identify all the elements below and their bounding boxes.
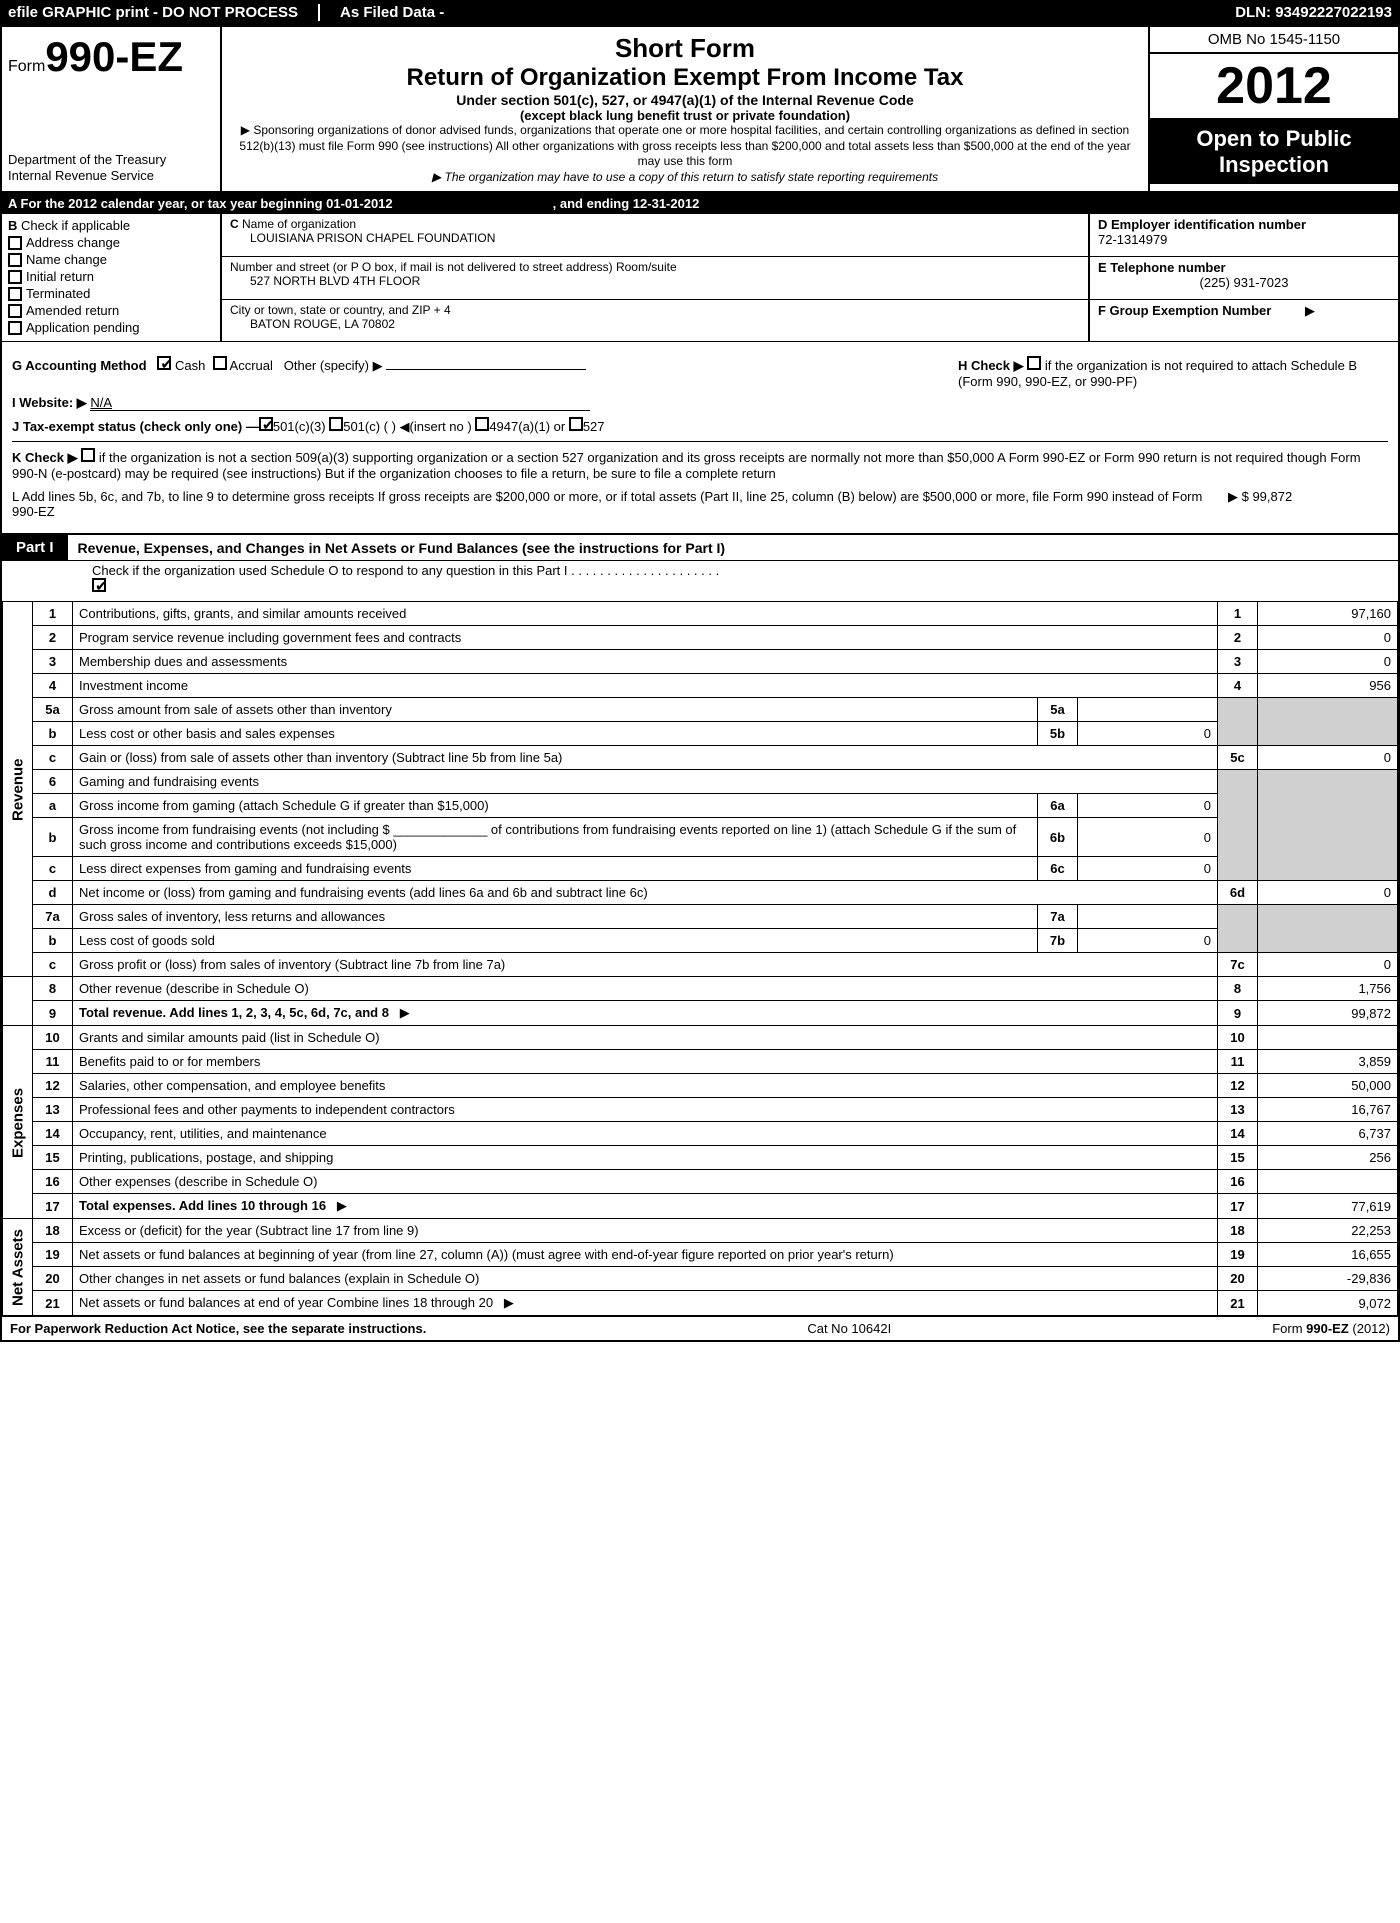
checkbox-h[interactable] xyxy=(1027,356,1041,370)
top-bar: efile GRAPHIC print - DO NOT PROCESS As … xyxy=(0,0,1400,25)
checkbox-schedule-o[interactable] xyxy=(92,578,106,592)
checkbox-501c[interactable] xyxy=(329,417,343,431)
j-4947: 4947(a)(1) or xyxy=(489,419,565,434)
section-bc: B Check if applicable Address change Nam… xyxy=(2,214,1398,342)
col-def: D Employer identification number 72-1314… xyxy=(1088,214,1398,341)
row-a-left: A For the 2012 calendar year, or tax yea… xyxy=(8,196,393,211)
b-item-0: Address change xyxy=(26,235,120,250)
part-1-tag: Part I xyxy=(2,535,68,560)
b-item-4: Amended return xyxy=(26,303,119,318)
l-value: ▶ $ 99,872 xyxy=(1228,489,1292,504)
header-note2: ▶ The organization may have to use a cop… xyxy=(232,170,1138,186)
f-arrow: ▶ xyxy=(1305,303,1315,318)
g-cash: Cash xyxy=(175,358,205,373)
b-header: Check if applicable xyxy=(21,218,130,233)
b-item-3: Terminated xyxy=(26,286,90,301)
omb-number: OMB No 1545-1150 xyxy=(1150,27,1398,54)
g-label: G Accounting Method xyxy=(12,358,147,373)
open-inspection: Open to Public Inspection xyxy=(1150,120,1398,184)
checkbox-address-change[interactable] xyxy=(8,236,22,250)
checkbox-pending[interactable] xyxy=(8,321,22,335)
form-prefix: Form xyxy=(8,58,45,75)
tax-year: 2012 xyxy=(1150,54,1398,120)
checkbox-cash[interactable] xyxy=(157,356,171,370)
side-expenses: Expenses xyxy=(3,1026,33,1219)
form-wrap: Form990-EZ Department of the Treasury In… xyxy=(0,25,1400,1342)
dept-irs: Internal Revenue Service xyxy=(8,168,214,185)
d-label: D Employer identification number xyxy=(1098,217,1306,232)
form-number: 990-EZ xyxy=(45,33,183,80)
c-name-label: Name of organization xyxy=(242,217,356,231)
checkbox-amended[interactable] xyxy=(8,304,22,318)
b-item-1: Name change xyxy=(26,252,107,267)
side-net-assets: Net Assets xyxy=(3,1219,33,1316)
org-street: 527 NORTH BLVD 4TH FLOOR xyxy=(230,274,420,288)
header-mid: Short Form Return of Organization Exempt… xyxy=(222,27,1148,191)
side-revenue: Revenue xyxy=(3,602,33,977)
short-form-title: Short Form xyxy=(232,33,1138,64)
efile-label: efile GRAPHIC print - DO NOT PROCESS xyxy=(8,4,320,21)
footer: For Paperwork Reduction Act Notice, see … xyxy=(2,1316,1398,1340)
k-text: if the organization is not a section 509… xyxy=(12,450,1361,481)
part-1-header: Part I Revenue, Expenses, and Changes in… xyxy=(2,533,1398,561)
telephone: (225) 931-7023 xyxy=(1098,275,1390,290)
dln-label: DLN: 93492227022193 xyxy=(1235,4,1392,21)
subtitle2: (except black lung benefit trust or priv… xyxy=(232,108,1138,123)
checkbox-terminated[interactable] xyxy=(8,287,22,301)
footer-left: For Paperwork Reduction Act Notice, see … xyxy=(10,1321,426,1336)
col-c: C Name of organization LOUISIANA PRISON … xyxy=(222,214,1398,341)
part-1-sub: Check if the organization used Schedule … xyxy=(2,561,1398,601)
h-label: H Check ▶ xyxy=(958,358,1024,373)
header-note1: ▶ Sponsoring organizations of donor advi… xyxy=(232,123,1138,170)
website: N/A xyxy=(90,395,590,411)
header-right: OMB No 1545-1150 2012 Open to Public Ins… xyxy=(1148,27,1398,191)
header-row: Form990-EZ Department of the Treasury In… xyxy=(2,27,1398,193)
c-street-label: Number and street (or P O box, if mail i… xyxy=(230,260,677,274)
g-other: Other (specify) ▶ xyxy=(284,358,383,373)
j-label: J Tax-exempt status (check only one) — xyxy=(12,419,259,434)
b-item-2: Initial return xyxy=(26,269,94,284)
footer-mid: Cat No 10642I xyxy=(807,1321,891,1336)
j-527: 527 xyxy=(583,419,605,434)
b-letter: B xyxy=(8,218,17,233)
c-letter: C xyxy=(230,217,239,231)
dept-treasury: Department of the Treasury xyxy=(8,152,214,169)
ein: 72-1314979 xyxy=(1098,232,1167,247)
f-label: F Group Exemption Number xyxy=(1098,303,1271,318)
main-title: Return of Organization Exempt From Incom… xyxy=(232,64,1138,92)
asfiled-label: As Filed Data - xyxy=(340,4,444,21)
checkbox-4947[interactable] xyxy=(475,417,489,431)
g-accrual: Accrual xyxy=(230,358,273,373)
b-item-5: Application pending xyxy=(26,320,139,335)
part-1-title: Revenue, Expenses, and Changes in Net As… xyxy=(68,536,736,560)
mid-section: G Accounting Method Cash Accrual Other (… xyxy=(2,342,1398,533)
checkbox-k[interactable] xyxy=(81,448,95,462)
col-b: B Check if applicable Address change Nam… xyxy=(2,214,222,341)
k-label: K Check ▶ xyxy=(12,450,78,465)
row-a: A For the 2012 calendar year, or tax yea… xyxy=(2,193,1398,214)
j-501c3: 501(c)(3) xyxy=(273,419,326,434)
subtitle: Under section 501(c), 527, or 4947(a)(1)… xyxy=(232,92,1138,108)
e-label: E Telephone number xyxy=(1098,260,1226,275)
checkbox-accrual[interactable] xyxy=(213,356,227,370)
c-city-label: City or town, state or country, and ZIP … xyxy=(230,303,451,317)
checkbox-501c3[interactable] xyxy=(259,417,273,431)
checkbox-name-change[interactable] xyxy=(8,253,22,267)
l-text: L Add lines 5b, 6c, and 7b, to line 9 to… xyxy=(12,489,1202,519)
i-label: I Website: ▶ xyxy=(12,395,87,411)
header-left: Form990-EZ Department of the Treasury In… xyxy=(2,27,222,191)
financial-table: Revenue 1 Contributions, gifts, grants, … xyxy=(2,601,1398,1316)
footer-right: Form 990-EZ (2012) xyxy=(1272,1321,1390,1336)
org-city: BATON ROUGE, LA 70802 xyxy=(230,317,395,331)
j-501c: 501(c) ( ) ◀(insert no ) xyxy=(343,419,471,435)
checkbox-initial-return[interactable] xyxy=(8,270,22,284)
row-a-right: , and ending 12-31-2012 xyxy=(553,196,700,211)
checkbox-527[interactable] xyxy=(569,417,583,431)
org-name: LOUISIANA PRISON CHAPEL FOUNDATION xyxy=(230,231,495,245)
